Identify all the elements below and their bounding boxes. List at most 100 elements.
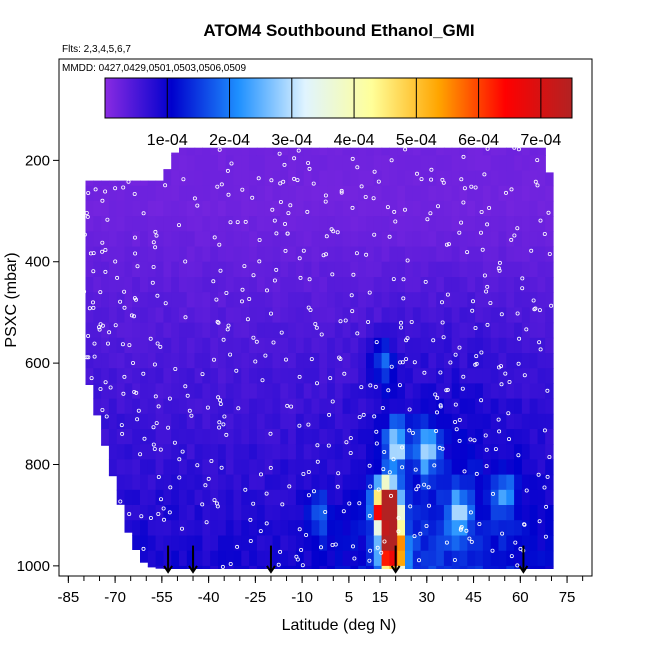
sample-point: [350, 156, 355, 161]
sample-point: [434, 428, 439, 433]
heatmap-cell: [389, 155, 398, 172]
heatmap-cell: [194, 216, 203, 232]
heatmap-cell: [436, 550, 445, 567]
heatmap-cell: [529, 444, 539, 460]
heatmap-cell: [194, 368, 203, 384]
heatmap-cell: [334, 413, 344, 430]
heatmap-cell: [475, 216, 484, 232]
heatmap-cell: [334, 535, 344, 552]
heatmap-cell: [537, 216, 546, 232]
heatmap-cell: [140, 216, 149, 232]
heatmap-cell: [108, 353, 118, 369]
sample-point: [258, 529, 263, 534]
heatmap-cell: [475, 200, 484, 217]
heatmap-cell: [295, 155, 305, 172]
heatmap-cell: [179, 185, 188, 202]
sample-point: [212, 235, 217, 240]
heatmap-cell: [179, 413, 188, 430]
heatmap-cell: [412, 231, 422, 248]
heatmap-cell: [514, 520, 523, 536]
heatmap-cell: [256, 550, 266, 567]
sample-point: [242, 264, 247, 269]
heatmap-cell: [373, 368, 383, 384]
colorbar: [104, 77, 573, 119]
heatmap-cell: [288, 565, 297, 569]
heatmap-cell: [342, 550, 351, 567]
heatmap-cell: [420, 565, 429, 569]
heatmap-cell: [288, 353, 297, 369]
heatmap-cell: [163, 520, 172, 536]
sample-point: [520, 276, 525, 281]
heatmap-cell: [514, 398, 523, 415]
heatmap-cell: [147, 246, 157, 263]
heatmap-cell: [147, 565, 157, 568]
heatmap-cell: [389, 489, 398, 506]
heatmap-cell: [124, 413, 133, 430]
sample-point: [92, 341, 97, 346]
sample-point: [148, 336, 153, 341]
heatmap-cell: [108, 398, 118, 415]
sample-point: [413, 467, 418, 472]
heatmap-cell: [366, 322, 375, 339]
heatmap-cell: [194, 200, 203, 217]
heatmap-cell: [490, 231, 500, 248]
sample-point: [141, 546, 146, 551]
sample-point: [235, 544, 240, 549]
heatmap-cell: [451, 261, 461, 278]
heatmap-cell: [537, 292, 546, 308]
heatmap-cell: [366, 413, 375, 430]
heatmap-cell: [412, 277, 422, 293]
sample-point: [435, 204, 440, 209]
heatmap-cell: [163, 368, 172, 384]
heatmap-cell: [521, 277, 531, 293]
heatmap-cell: [373, 231, 383, 248]
heatmap-cell: [405, 200, 414, 217]
heatmap-cell: [334, 474, 344, 491]
heatmap-cell: [202, 353, 211, 369]
heatmap-cell: [490, 322, 500, 339]
heatmap-cell: [490, 368, 500, 384]
heatmap-cell: [163, 261, 172, 278]
heatmap-cell: [256, 261, 266, 278]
heatmap-cell: [529, 322, 539, 339]
heatmap-cell: [179, 246, 188, 263]
heatmap-cell: [225, 353, 235, 369]
sample-point: [136, 408, 141, 413]
heatmap-cell: [202, 505, 211, 521]
sample-point: [119, 423, 124, 428]
sample-point: [87, 306, 92, 311]
sample-point: [516, 453, 521, 458]
heatmap-cell: [490, 307, 500, 324]
heatmap-cell: [498, 368, 507, 384]
heatmap-cell: [358, 459, 367, 476]
sample-point: [405, 258, 410, 263]
heatmap-cell: [366, 231, 375, 248]
heatmap-cell: [428, 292, 437, 308]
heatmap-cell: [412, 307, 422, 324]
sample-point: [239, 299, 244, 304]
heatmap-cell: [147, 459, 157, 476]
heatmap-cell: [186, 337, 196, 354]
heatmap-cell: [241, 231, 250, 248]
heatmap-cell: [132, 231, 141, 248]
heatmap-cell: [405, 505, 414, 521]
heatmap-cell: [288, 520, 297, 536]
heatmap-cell: [233, 277, 242, 293]
sample-point: [398, 325, 403, 330]
colorbar-tick-label: 6e-04: [458, 132, 499, 149]
heatmap-cell: [405, 368, 414, 384]
heatmap-cell: [171, 322, 180, 339]
heatmap-cell: [498, 216, 507, 232]
sample-point: [206, 476, 211, 481]
heatmap-cell: [140, 459, 149, 476]
heatmap-cell: [514, 368, 523, 384]
heatmap-cell: [420, 170, 429, 187]
heatmap-cell: [366, 277, 375, 293]
sample-point: [138, 452, 143, 457]
sample-point: [496, 266, 501, 271]
sample-point: [113, 186, 118, 191]
heatmap-cell: [116, 180, 126, 187]
heatmap-cell: [498, 277, 507, 293]
heatmap-cell: [163, 337, 172, 354]
heatmap-cell: [537, 474, 546, 491]
